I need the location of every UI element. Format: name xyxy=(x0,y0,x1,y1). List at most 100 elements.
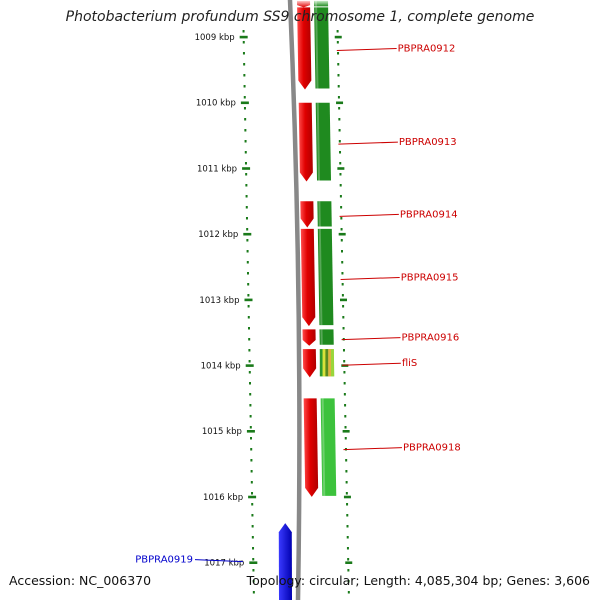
guide-dot xyxy=(345,492,348,495)
scale-dot xyxy=(243,107,246,110)
guide-dot xyxy=(346,514,349,517)
guide-dot xyxy=(341,250,343,253)
gene-label-pbpra0914: PBPRA0914 xyxy=(400,209,458,220)
scale-tick xyxy=(246,430,255,433)
scale-dot xyxy=(243,96,246,99)
scale-dot xyxy=(244,151,247,154)
scale-dot xyxy=(251,536,254,539)
scale-dot xyxy=(247,294,250,297)
gene-bar-pbpra0913-highlight xyxy=(316,102,321,181)
guide-dot xyxy=(337,52,340,55)
guide-dot xyxy=(341,272,344,275)
cds-arrow-pbpra0919 xyxy=(278,523,292,600)
scale-label-1014: 1014 kbp xyxy=(201,362,241,372)
guide-dot xyxy=(346,536,349,539)
guide-dot xyxy=(340,206,343,209)
cds-arrow-gene-0 xyxy=(297,0,311,8)
cds-arrow-pbpra0916 xyxy=(302,329,316,346)
scale-dot xyxy=(251,492,254,495)
scale-tick xyxy=(245,364,254,367)
scale-dot xyxy=(252,558,255,561)
guide-dot xyxy=(342,316,345,319)
guide-dot xyxy=(343,393,346,396)
guide-dot xyxy=(338,129,341,132)
guide-dot xyxy=(341,283,344,286)
scale-dot xyxy=(244,140,247,143)
guide-tick xyxy=(337,167,345,170)
guide-dot xyxy=(339,162,342,165)
guide-dot xyxy=(343,382,346,385)
scale-dot xyxy=(245,195,248,198)
scale-tick xyxy=(244,298,253,302)
cds-arrow-pbpra0912 xyxy=(297,7,312,90)
scale-tick xyxy=(240,101,249,105)
leader-pbpra0912 xyxy=(336,47,397,51)
guide-dot xyxy=(343,371,346,374)
gene-label-pbpra0915: PBPRA0915 xyxy=(401,272,459,283)
guide-dot xyxy=(346,547,349,550)
scale-dot xyxy=(249,426,252,429)
scale-dot xyxy=(249,382,252,385)
guide-dot xyxy=(339,184,342,187)
guide-dot xyxy=(338,107,341,110)
leader-pbpra0918 xyxy=(343,447,402,451)
scale-dot xyxy=(248,349,251,352)
scale-dot xyxy=(245,184,248,187)
leader-pbpra0913 xyxy=(338,141,398,145)
gene-label-pbpra0912: PBPRA0912 xyxy=(398,43,456,54)
gene-bar-pbpra0912-highlight xyxy=(315,7,319,89)
scale-label-1017: 1017 kbp xyxy=(204,559,244,569)
topology-text: Topology: circular; Length: 4,085,304 bp… xyxy=(246,573,590,588)
flis-stripe xyxy=(322,349,326,377)
scale-label-1011: 1011 kbp xyxy=(197,164,237,174)
guide-dot xyxy=(336,30,339,33)
guide-tick xyxy=(345,561,353,564)
guide-dot xyxy=(342,327,345,330)
scale-dot xyxy=(252,569,255,572)
scale-dot xyxy=(242,52,245,55)
scale-label-1015: 1015 kbp xyxy=(202,427,242,437)
scale-label-1012: 1012 kbp xyxy=(198,230,238,240)
leader-pbpra0919 xyxy=(194,559,243,563)
scale-dot xyxy=(242,30,245,33)
scale-dot xyxy=(246,272,249,275)
guide-dot xyxy=(337,96,340,99)
cds-arrow-pbpra0918 xyxy=(303,398,319,497)
guide-dot xyxy=(343,360,346,363)
guide-dot xyxy=(342,305,345,308)
scale-dot xyxy=(251,503,254,506)
gene-label-flis: fliS xyxy=(402,358,417,369)
guide-dot xyxy=(338,118,341,121)
guide-dot xyxy=(347,591,350,594)
gene-label-pbpra0919: PBPRA0919 xyxy=(135,555,193,566)
scale-dot xyxy=(247,283,250,286)
guide-dot xyxy=(337,74,340,77)
scale-dot xyxy=(245,173,248,176)
flis-stripe xyxy=(319,349,323,377)
scale-dot xyxy=(245,206,248,209)
guide-dot xyxy=(340,239,343,242)
scale-dot xyxy=(243,85,246,88)
guide-dot xyxy=(347,558,350,561)
guide-dot xyxy=(340,228,343,231)
guide-dot xyxy=(339,151,342,154)
scale-dot xyxy=(246,250,249,253)
guide-tick xyxy=(338,232,346,236)
scale-tick xyxy=(242,167,251,170)
gene-bar-pbpra0918-highlight xyxy=(321,398,326,496)
guide-dot xyxy=(337,63,340,66)
gene-bar-pbpra0916 xyxy=(319,329,334,345)
scale-dot xyxy=(242,41,245,44)
scale-dot xyxy=(247,305,250,308)
guide-dot xyxy=(344,415,347,418)
gene-bar-pbpra0913 xyxy=(315,102,332,181)
scale-tick xyxy=(249,561,258,564)
scale-dot xyxy=(247,327,250,330)
gene-bar-pbpra0915-highlight xyxy=(318,228,323,326)
scale-dot xyxy=(244,129,247,132)
guide-dot xyxy=(340,217,343,220)
scale-dot xyxy=(252,591,255,594)
leader-pbpra0916 xyxy=(341,337,401,341)
guide-dot xyxy=(345,459,348,462)
